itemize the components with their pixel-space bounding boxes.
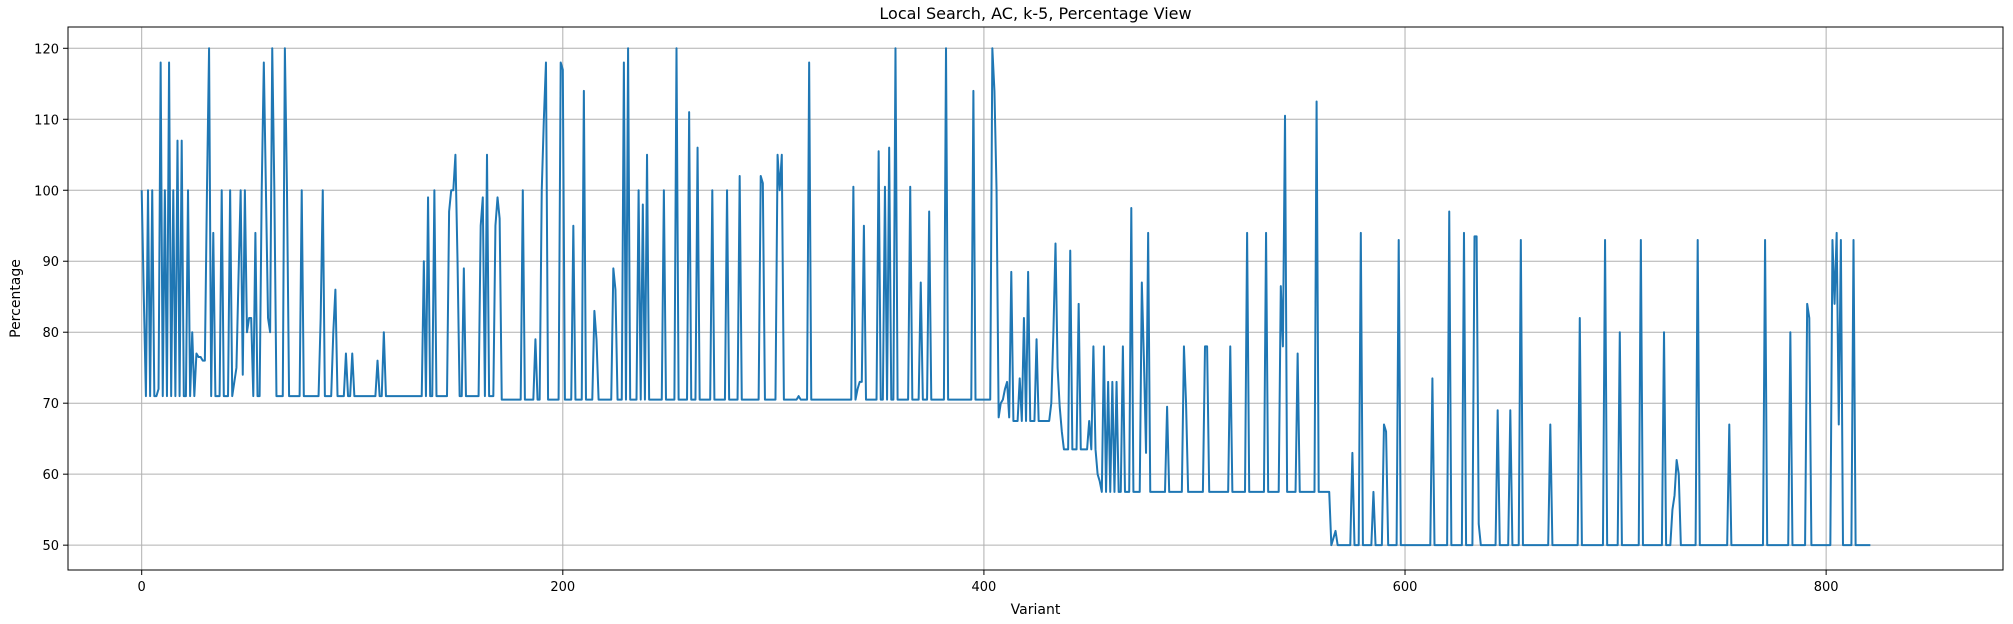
x-tick-label: 600	[1393, 580, 1418, 595]
y-tick-label: 110	[34, 113, 59, 128]
y-tick-label: 120	[34, 42, 59, 57]
grid	[68, 27, 2003, 570]
y-tick-label: 70	[42, 397, 59, 412]
y-tick-label: 60	[42, 468, 59, 483]
plot-frame	[67, 26, 2004, 571]
ticks: 0 200 400 600 800 50 60 70 80 90 100 110 120	[34, 42, 1838, 595]
x-tick-label: 0	[138, 580, 146, 595]
y-tick-label: 50	[42, 539, 59, 554]
series-line	[140, 47, 1871, 547]
series-layer	[140, 47, 1871, 547]
chart-title: Local Search, AC, k-5, Percentage View	[879, 4, 1191, 23]
y-tick-label: 100	[34, 184, 59, 199]
y-axis-title: Percentage	[8, 259, 24, 338]
x-tick-label: 800	[1814, 580, 1839, 595]
y-tick-label: 80	[42, 326, 59, 341]
x-axis-title: Variant	[1011, 602, 1061, 618]
y-tick-label: 90	[42, 255, 59, 270]
x-tick-label: 200	[550, 580, 575, 595]
x-tick-label: 400	[972, 580, 997, 595]
